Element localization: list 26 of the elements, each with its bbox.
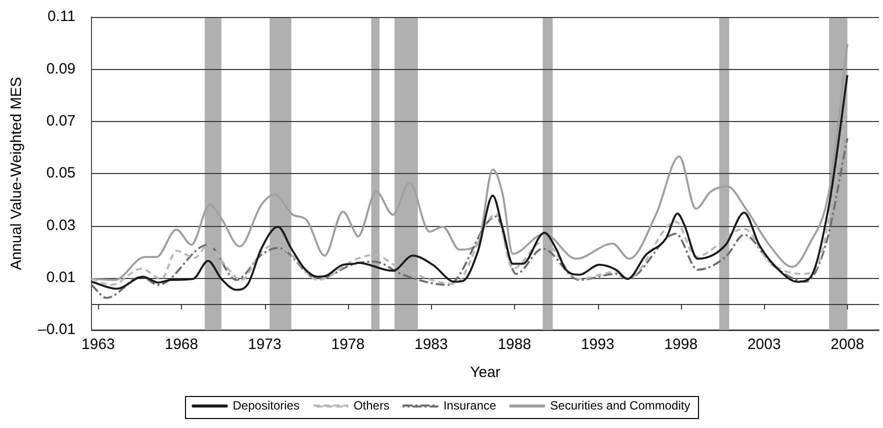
y-axis-title: Annual Value-Weighted MES	[8, 77, 26, 270]
x-tick-label: 1978	[331, 336, 365, 354]
x-tick-label: 2003	[747, 336, 781, 354]
y-tick-label: –0.01	[38, 321, 76, 338]
legend-label: Others	[353, 398, 390, 412]
line-series	[92, 43, 848, 281]
x-tick-label: 1983	[414, 336, 448, 354]
y-tick-label: 0.01	[46, 268, 76, 286]
x-tick-label: 1988	[498, 336, 532, 354]
line-series	[92, 137, 848, 299]
y-tick-label: 0.05	[46, 164, 76, 182]
legend-label: Insurance	[443, 398, 496, 412]
x-tick-label: 1968	[164, 336, 198, 354]
x-tick-label: 1973	[248, 336, 282, 354]
legend-label: Depositories	[232, 398, 300, 412]
legend-label: Securities and Commodity	[550, 398, 690, 412]
line-series	[92, 74, 848, 291]
x-tick-label: 1993	[580, 336, 614, 354]
y-tick-label: 0.09	[46, 60, 76, 78]
x-tick-label: 2008	[830, 336, 864, 354]
x-axis-title: Year	[470, 364, 500, 382]
x-tick-label: 1963	[82, 336, 115, 354]
y-tick-label: 0.11	[47, 8, 76, 26]
y-tick-label: 0.03	[46, 216, 76, 234]
y-tick-label: 0.07	[46, 112, 76, 130]
x-tick-label: 1998	[664, 336, 698, 354]
